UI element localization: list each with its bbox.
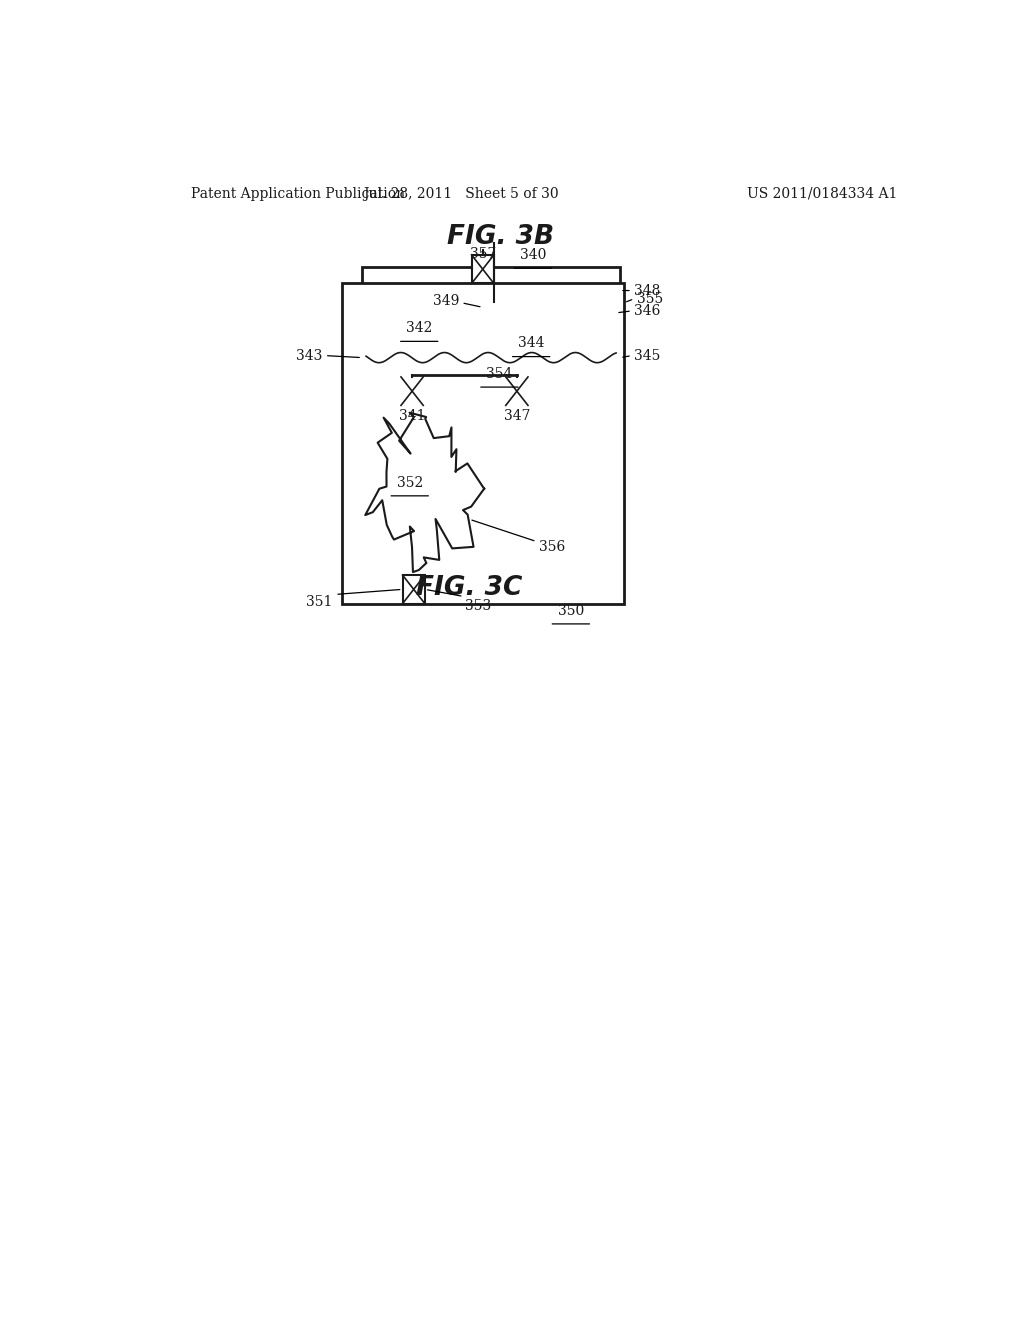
- Text: FIG. 3C: FIG. 3C: [416, 576, 522, 601]
- Text: 356: 356: [539, 540, 565, 553]
- Text: 354: 354: [486, 367, 513, 380]
- Text: 353: 353: [465, 598, 492, 612]
- Text: 345: 345: [634, 348, 660, 363]
- Text: FIG. 3B: FIG. 3B: [447, 224, 555, 251]
- Text: US 2011/0184334 A1: US 2011/0184334 A1: [748, 187, 897, 201]
- FancyBboxPatch shape: [472, 255, 494, 284]
- Text: 349: 349: [432, 293, 459, 308]
- FancyBboxPatch shape: [402, 576, 425, 603]
- Text: 340: 340: [519, 248, 546, 261]
- FancyBboxPatch shape: [506, 378, 528, 405]
- Text: 357: 357: [470, 247, 496, 261]
- Text: 350: 350: [558, 603, 584, 618]
- Text: 343: 343: [296, 348, 323, 363]
- FancyBboxPatch shape: [401, 378, 423, 405]
- FancyBboxPatch shape: [473, 313, 616, 372]
- Text: 352: 352: [396, 475, 423, 490]
- FancyBboxPatch shape: [342, 284, 624, 603]
- FancyBboxPatch shape: [362, 267, 620, 375]
- Text: 342: 342: [407, 321, 432, 335]
- Text: Patent Application Publication: Patent Application Publication: [191, 187, 406, 201]
- FancyBboxPatch shape: [482, 302, 505, 313]
- Text: 344: 344: [518, 337, 545, 350]
- Text: 341: 341: [399, 409, 425, 424]
- Text: 346: 346: [634, 304, 660, 318]
- Text: 355: 355: [638, 292, 664, 306]
- Text: 347: 347: [504, 409, 530, 424]
- Text: Jul. 28, 2011   Sheet 5 of 30: Jul. 28, 2011 Sheet 5 of 30: [364, 187, 559, 201]
- Text: 351: 351: [306, 595, 333, 610]
- Text: 348: 348: [634, 284, 660, 297]
